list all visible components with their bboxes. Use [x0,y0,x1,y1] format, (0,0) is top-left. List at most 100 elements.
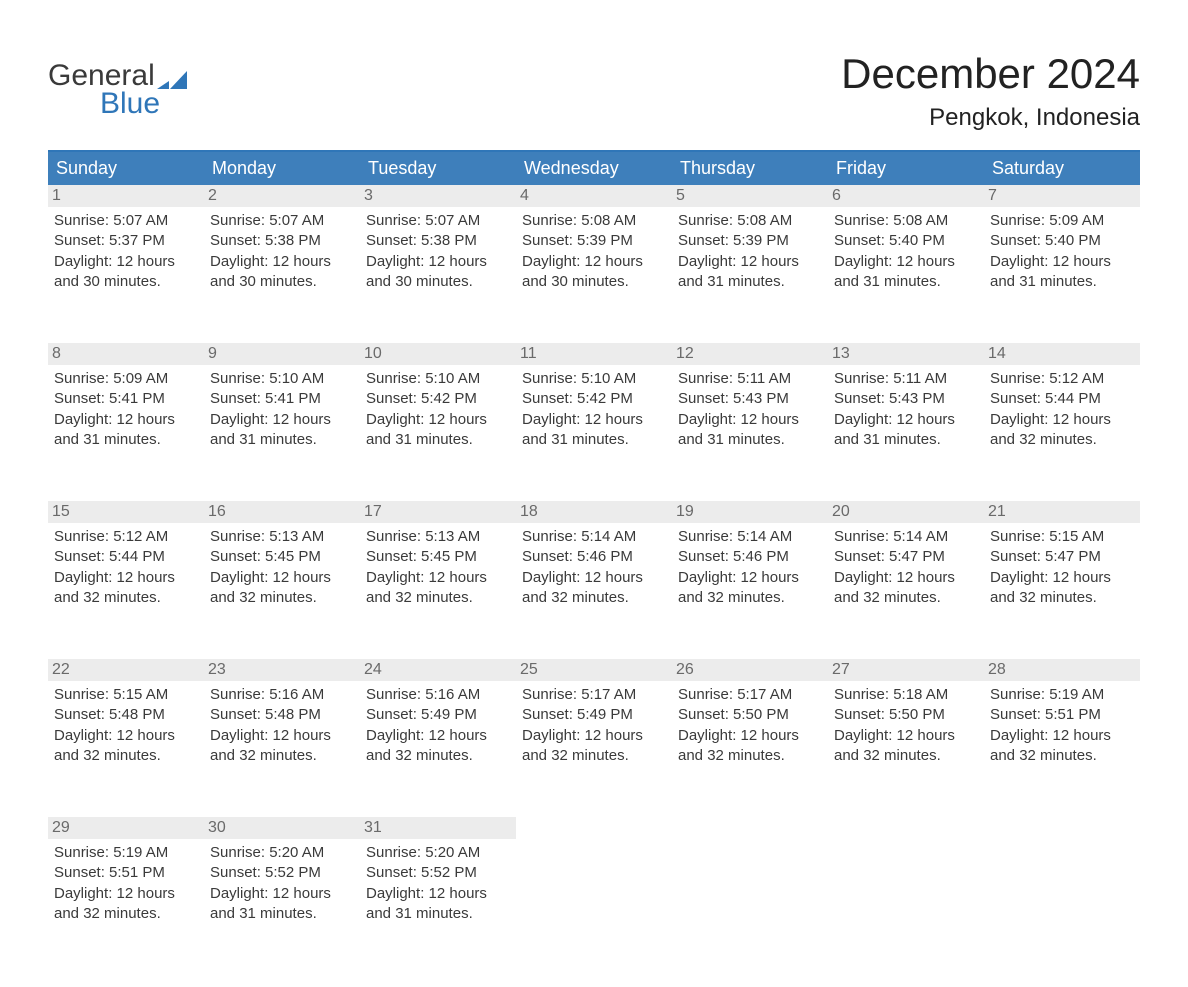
day-cell: 19Sunrise: 5:14 AMSunset: 5:46 PMDayligh… [672,501,828,631]
sunset-line: Sunset: 5:40 PM [834,231,978,251]
daylight-line: Daylight: 12 hours and 31 minutes. [678,252,822,293]
day-number: 6 [828,185,984,207]
daylight-line: Daylight: 12 hours and 32 minutes. [834,568,978,609]
sunset-line: Sunset: 5:40 PM [990,231,1134,251]
weekday-header: Friday [828,152,984,185]
day-number: 23 [204,659,360,681]
day-number: 13 [828,343,984,365]
sunrise-line: Sunrise: 5:20 AM [366,843,510,863]
day-cell: 10 Sunrise: 5:10 AMSunset: 5:42 PMDayligh… [360,343,516,473]
day-number: 20 [828,501,984,523]
day-number: 16 [204,501,360,523]
day-body: Sunrise: 5:17 AMSunset: 5:50 PMDaylight:… [678,685,822,766]
daylight-line: Daylight: 12 hours and 32 minutes. [54,568,198,609]
day-body: Sunrise: 5:11 AMSunset: 5:43 PMDaylight:… [678,369,822,450]
day-cell: 9Sunrise: 5:10 AMSunset: 5:41 PMDaylight… [204,343,360,473]
day-body: Sunrise: 5:10 AMSunset: 5:42 PMDaylight:… [522,369,666,450]
day-cell [672,817,828,947]
daylight-line: Daylight: 12 hours and 32 minutes. [678,568,822,609]
sunrise-line: Sunrise: 5:14 AM [522,527,666,547]
day-cell: 17 Sunrise: 5:13 AMSunset: 5:45 PMDayligh… [360,501,516,631]
sunset-line: Sunset: 5:49 PM [522,705,666,725]
day-cell: 23Sunrise: 5:16 AMSunset: 5:48 PMDayligh… [204,659,360,789]
day-number: 27 [828,659,984,681]
sunset-line: Sunset: 5:45 PM [210,547,354,567]
day-cell [984,817,1140,947]
day-number: 1 [48,185,204,207]
day-number: 5 [672,185,828,207]
sunset-line: Sunset: 5:51 PM [990,705,1134,725]
week-row: 29Sunrise: 5:19 AMSunset: 5:51 PMDayligh… [48,817,1140,947]
day-cell: 25Sunrise: 5:17 AMSunset: 5:49 PMDayligh… [516,659,672,789]
weekday-header-row: SundayMondayTuesdayWednesdayThursdayFrid… [48,152,1140,185]
day-cell: 18Sunrise: 5:14 AMSunset: 5:46 PMDayligh… [516,501,672,631]
day-number: 14 [984,343,1140,365]
day-number: 21 [984,501,1140,523]
day-cell: 27 Sunrise: 5:18 AMSunset: 5:50 PMDayligh… [828,659,984,789]
logo-flag-icon [157,67,187,89]
daylight-line: Daylight: 12 hours and 32 minutes. [990,410,1134,451]
day-number: 17 [360,501,516,523]
sunrise-line: Sunrise: 5:15 AM [54,685,198,705]
sunset-line: Sunset: 5:48 PM [210,705,354,725]
sunrise-line: Sunrise: 5:19 AM [990,685,1134,705]
weeks-container: 1Sunrise: 5:07 AMSunset: 5:37 PMDaylight… [48,185,1140,947]
day-body: Sunrise: 5:10 AMSunset: 5:42 PMDaylight:… [366,369,510,450]
day-number: 12 [672,343,828,365]
day-number: 10 [360,343,516,365]
sunrise-line: Sunrise: 5:08 AM [522,211,666,231]
day-cell: 12 Sunrise: 5:11 AMSunset: 5:43 PMDayligh… [672,343,828,473]
day-number: 22 [48,659,204,681]
week-block: 22Sunrise: 5:15 AMSunset: 5:48 PMDayligh… [48,659,1140,789]
day-cell: 26Sunrise: 5:17 AMSunset: 5:50 PMDayligh… [672,659,828,789]
daylight-line: Daylight: 12 hours and 32 minutes. [366,726,510,767]
day-body: Sunrise: 5:10 AMSunset: 5:41 PMDaylight:… [210,369,354,450]
month-title: December 2024 [841,50,1140,98]
weekday-header: Monday [204,152,360,185]
sunrise-line: Sunrise: 5:08 AM [834,211,978,231]
sunrise-line: Sunrise: 5:17 AM [678,685,822,705]
day-body: Sunrise: 5:14 AMSunset: 5:46 PMDaylight:… [522,527,666,608]
day-cell: 16 Sunrise: 5:13 AMSunset: 5:45 PMDayligh… [204,501,360,631]
sunrise-line: Sunrise: 5:07 AM [210,211,354,231]
day-number: 3 [360,185,516,207]
day-body: Sunrise: 5:07 AMSunset: 5:38 PMDaylight:… [366,211,510,292]
sunrise-line: Sunrise: 5:16 AM [366,685,510,705]
daylight-line: Daylight: 12 hours and 31 minutes. [834,252,978,293]
daylight-line: Daylight: 12 hours and 32 minutes. [366,568,510,609]
sunset-line: Sunset: 5:39 PM [522,231,666,251]
day-body: Sunrise: 5:17 AMSunset: 5:49 PMDaylight:… [522,685,666,766]
day-number: 28 [984,659,1140,681]
day-body: Sunrise: 5:15 AMSunset: 5:47 PMDaylight:… [990,527,1134,608]
page-header: General Blue December 2024 Pengkok, Indo… [48,50,1140,132]
sunrise-line: Sunrise: 5:18 AM [834,685,978,705]
day-body: Sunrise: 5:18 AMSunset: 5:50 PMDaylight:… [834,685,978,766]
daylight-line: Daylight: 12 hours and 30 minutes. [522,252,666,293]
weekday-header: Sunday [48,152,204,185]
day-body: Sunrise: 5:13 AMSunset: 5:45 PMDaylight:… [366,527,510,608]
sunrise-line: Sunrise: 5:20 AM [210,843,354,863]
week-block: 15Sunrise: 5:12 AMSunset: 5:44 PMDayligh… [48,501,1140,631]
sunset-line: Sunset: 5:45 PM [366,547,510,567]
sunrise-line: Sunrise: 5:13 AM [366,527,510,547]
sunset-line: Sunset: 5:48 PM [54,705,198,725]
sunset-line: Sunset: 5:42 PM [366,389,510,409]
sunset-line: Sunset: 5:42 PM [522,389,666,409]
daylight-line: Daylight: 12 hours and 31 minutes. [990,252,1134,293]
weekday-header: Tuesday [360,152,516,185]
daylight-line: Daylight: 12 hours and 32 minutes. [834,726,978,767]
day-body: Sunrise: 5:08 AMSunset: 5:39 PMDaylight:… [678,211,822,292]
sunset-line: Sunset: 5:52 PM [210,863,354,883]
logo: General Blue [48,50,187,119]
logo-text-blue: Blue [48,88,187,120]
day-cell: 20Sunrise: 5:14 AMSunset: 5:47 PMDayligh… [828,501,984,631]
daylight-line: Daylight: 12 hours and 31 minutes. [834,410,978,451]
daylight-line: Daylight: 12 hours and 32 minutes. [522,568,666,609]
day-cell: 6 Sunrise: 5:08 AMSunset: 5:40 PMDaylight… [828,185,984,315]
daylight-line: Daylight: 12 hours and 31 minutes. [678,410,822,451]
day-body: Sunrise: 5:13 AMSunset: 5:45 PMDaylight:… [210,527,354,608]
sunrise-line: Sunrise: 5:13 AM [210,527,354,547]
sunrise-line: Sunrise: 5:12 AM [990,369,1134,389]
day-number: 31 [360,817,516,839]
week-block: 1Sunrise: 5:07 AMSunset: 5:37 PMDaylight… [48,185,1140,315]
